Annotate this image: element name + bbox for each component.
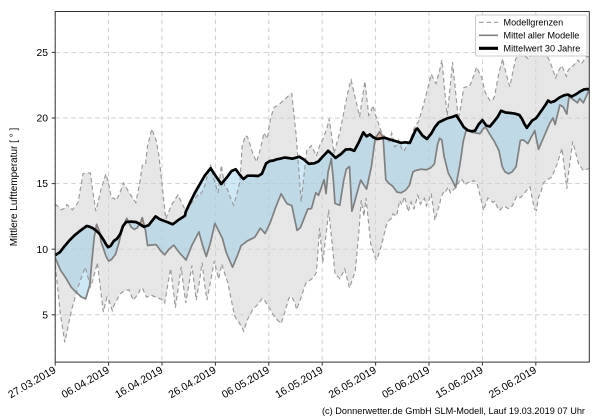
svg-text:Modellgrenzen: Modellgrenzen [504,18,564,28]
svg-text:Mittlere Lufttemperatur [ ° ]: Mittlere Lufttemperatur [ ° ] [9,128,20,247]
svg-text:20: 20 [36,114,48,125]
svg-text:Mittel aller Modelle: Mittel aller Modelle [504,31,580,41]
svg-text:15: 15 [36,179,48,190]
svg-text:5: 5 [42,310,48,321]
svg-text:Mittelwert 30 Jahre: Mittelwert 30 Jahre [504,44,581,54]
svg-text:10: 10 [36,245,48,256]
svg-text:(c) Donnerwetter.de GmbH SLM-M: (c) Donnerwetter.de GmbH SLM-Modell, Lau… [322,406,585,416]
svg-text:25: 25 [36,48,48,59]
